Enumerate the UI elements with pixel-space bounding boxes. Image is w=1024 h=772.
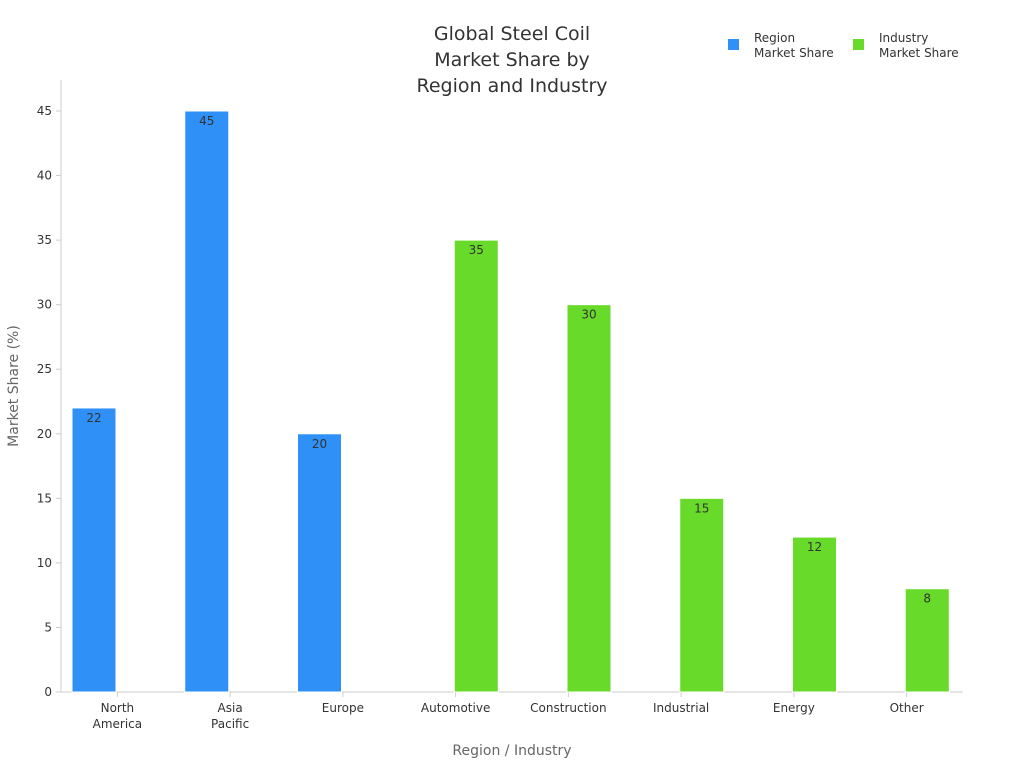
legend-label: Region bbox=[754, 31, 795, 45]
y-tick-label: 10 bbox=[37, 556, 52, 570]
chart-title-line: Market Share by bbox=[434, 49, 590, 71]
bar-data-label: 22 bbox=[86, 411, 101, 425]
bar-industry bbox=[566, 304, 612, 693]
bar-data-label: 30 bbox=[581, 308, 596, 322]
bar-region bbox=[297, 433, 342, 693]
chart-bars bbox=[71, 110, 950, 693]
legend-label: Market Share bbox=[754, 46, 834, 60]
bar-data-label: 12 bbox=[807, 540, 822, 554]
legend-swatch bbox=[728, 39, 739, 50]
y-tick-label: 0 bbox=[44, 685, 52, 699]
chart-title-line: Global Steel Coil bbox=[434, 23, 590, 45]
x-tick-label: Industrial bbox=[653, 701, 709, 715]
bar-industry bbox=[792, 536, 837, 693]
legend-swatch bbox=[853, 39, 864, 50]
y-axis-title: Market Share (%) bbox=[6, 325, 22, 447]
x-tick-label: Asia bbox=[218, 701, 243, 715]
x-tick-label: America bbox=[93, 717, 143, 731]
x-axis-title: Region / Industry bbox=[452, 743, 571, 759]
x-tick-label: Pacific bbox=[211, 717, 249, 731]
y-tick-label: 5 bbox=[44, 620, 52, 634]
y-tick-label: 45 bbox=[37, 104, 52, 118]
x-tick-label: Europe bbox=[322, 701, 364, 715]
bar-industry bbox=[679, 497, 725, 693]
x-tick-label: Construction bbox=[530, 701, 606, 715]
bar-region bbox=[184, 110, 230, 693]
y-tick-label: 40 bbox=[37, 169, 52, 183]
x-tick-label: Automotive bbox=[421, 701, 490, 715]
chart-data-labels: 22 45 20 35 30 15 12 8 bbox=[86, 114, 931, 606]
x-tick-label: Energy bbox=[773, 701, 815, 715]
bar-data-label: 8 bbox=[923, 592, 931, 606]
bar-data-label: 15 bbox=[694, 501, 709, 515]
x-tick-label: North bbox=[101, 701, 135, 715]
y-tick-label: 30 bbox=[37, 298, 52, 312]
y-tick-label: 35 bbox=[37, 233, 52, 247]
bar-industry bbox=[453, 239, 499, 693]
y-tick-label: 15 bbox=[37, 491, 52, 505]
bar-industry bbox=[904, 588, 950, 693]
y-tick-label: 25 bbox=[37, 362, 52, 376]
bar-data-label: 35 bbox=[469, 243, 484, 257]
chart-title: Global Steel Coil Market Share by Region a… bbox=[416, 23, 607, 97]
bar-data-label: 20 bbox=[312, 437, 327, 451]
chart-title-line: Region and Industry bbox=[416, 75, 607, 97]
bar-data-label: 45 bbox=[199, 114, 214, 128]
chart-axes: 0 5 10 15 20 25 30 35 40 45 North America Asia Pacifi… bbox=[6, 80, 963, 759]
y-tick-label: 20 bbox=[37, 427, 52, 441]
legend-label: Industry bbox=[879, 31, 928, 45]
bar-region bbox=[71, 407, 117, 693]
legend-label: Market Share bbox=[879, 46, 959, 60]
x-tick-label: Other bbox=[890, 701, 924, 715]
